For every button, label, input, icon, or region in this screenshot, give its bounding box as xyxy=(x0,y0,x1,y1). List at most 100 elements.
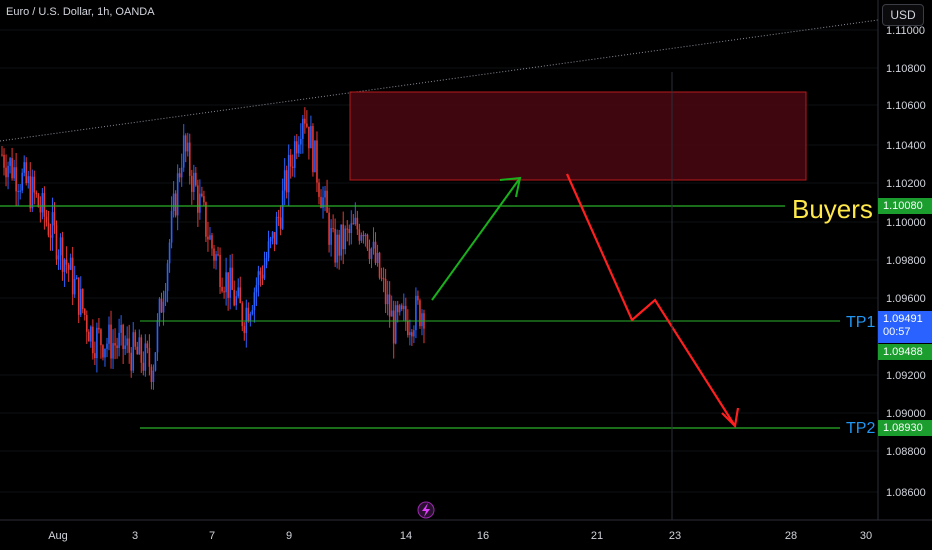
candle-body xyxy=(372,241,375,249)
candle-body xyxy=(63,259,66,272)
candle-body xyxy=(211,235,213,249)
candle-body xyxy=(61,237,64,272)
time-tick-label: 28 xyxy=(785,530,797,542)
candle-body xyxy=(201,193,203,197)
candle-body xyxy=(195,172,197,186)
candle-body xyxy=(55,225,58,260)
candle-body xyxy=(419,300,421,327)
time-tick-label: Aug xyxy=(48,530,68,542)
candle-body xyxy=(65,259,68,265)
candle-body xyxy=(37,194,40,207)
candle-body xyxy=(235,296,238,306)
candle-body xyxy=(378,252,381,278)
candle-body xyxy=(29,176,32,209)
candle-body xyxy=(47,222,50,236)
candle-body xyxy=(21,172,23,191)
currency-button[interactable]: USD xyxy=(882,4,924,26)
candle-body xyxy=(289,154,292,167)
candle-body xyxy=(73,278,76,295)
price-axis[interactable]: 1.11000 1.10800 1.10600 1.10400 1.10200 1.100… xyxy=(886,25,926,499)
candle-body xyxy=(207,236,209,240)
candle-body xyxy=(241,303,244,327)
candle-body xyxy=(417,295,419,301)
candle-body xyxy=(330,228,332,245)
candle-body xyxy=(41,193,44,213)
candle-body xyxy=(98,327,100,330)
candle-body xyxy=(334,228,336,263)
candle-body xyxy=(140,337,143,363)
candle-body xyxy=(39,206,42,213)
candle-body xyxy=(358,229,361,241)
candle-body xyxy=(83,308,86,316)
candle-body xyxy=(154,352,157,371)
candle-body xyxy=(269,238,272,242)
candle-body xyxy=(138,337,141,355)
candle-body xyxy=(263,264,266,279)
candle-body xyxy=(354,217,357,225)
candle-body xyxy=(366,234,369,249)
candle-body xyxy=(77,277,80,315)
candle-body xyxy=(346,228,349,230)
candle-body xyxy=(239,287,242,304)
current-price: 1.09491 xyxy=(883,313,923,325)
time-tick-label: 3 xyxy=(132,530,138,542)
candle-body xyxy=(150,366,153,383)
bar-countdown: 00:57 xyxy=(883,326,911,338)
candle-body xyxy=(51,212,54,238)
candle-body xyxy=(174,193,177,216)
candle-body xyxy=(17,190,19,192)
candle-body xyxy=(156,320,159,353)
time-tick-label: 9 xyxy=(286,530,292,542)
candle-body xyxy=(197,185,199,213)
candle-body xyxy=(400,305,403,310)
price-tick-label: 1.10200 xyxy=(886,178,926,190)
price-tick-label: 1.10000 xyxy=(886,217,926,229)
candle-body xyxy=(148,347,151,367)
candle-body xyxy=(19,190,21,192)
candle-body xyxy=(11,158,13,179)
candle-body xyxy=(130,352,133,371)
candle-body xyxy=(3,154,5,168)
candle-body xyxy=(352,223,355,225)
time-tick-label: 14 xyxy=(400,530,412,542)
candle-body xyxy=(144,343,147,371)
candle-body xyxy=(15,167,17,192)
candle-body xyxy=(332,228,334,230)
candle-body xyxy=(53,212,56,226)
candle-body xyxy=(186,142,189,152)
candle-body xyxy=(168,242,171,264)
candle-body xyxy=(132,332,135,371)
candle-body xyxy=(259,271,262,275)
candle-body xyxy=(318,182,320,197)
time-tick-label: 23 xyxy=(669,530,681,542)
candle-body xyxy=(279,217,282,229)
candle-body xyxy=(71,257,74,295)
candle-body xyxy=(79,289,82,315)
price-tick-label: 1.09200 xyxy=(886,370,926,382)
candle-body xyxy=(253,292,256,311)
candle-body xyxy=(396,305,399,313)
current-price-box: 1.09491 00:57 xyxy=(878,311,932,343)
candle-body xyxy=(108,324,110,344)
down-arrow xyxy=(565,173,736,427)
resistance-zone xyxy=(349,91,807,181)
candle-body xyxy=(118,332,120,348)
candle-body xyxy=(75,277,78,279)
candle-body xyxy=(13,167,15,179)
candle-body xyxy=(182,135,185,168)
time-axis[interactable]: Aug 3 7 9 14 16 21 23 28 30 xyxy=(48,530,872,542)
candle-body xyxy=(402,305,405,310)
candle-body xyxy=(229,267,231,298)
candle-body xyxy=(81,289,84,309)
time-tick-label: 21 xyxy=(591,530,603,542)
up-arrow-head xyxy=(499,176,522,198)
candle-body xyxy=(245,307,248,334)
lightning-icon[interactable] xyxy=(417,501,435,519)
chart-title: Euro / U.S. Dollar, 1h, OANDA xyxy=(6,6,155,18)
candle-body xyxy=(31,176,34,209)
candle-body xyxy=(302,118,304,139)
candle-body xyxy=(213,248,215,261)
candle-body xyxy=(394,305,397,344)
candle-body xyxy=(158,298,161,321)
